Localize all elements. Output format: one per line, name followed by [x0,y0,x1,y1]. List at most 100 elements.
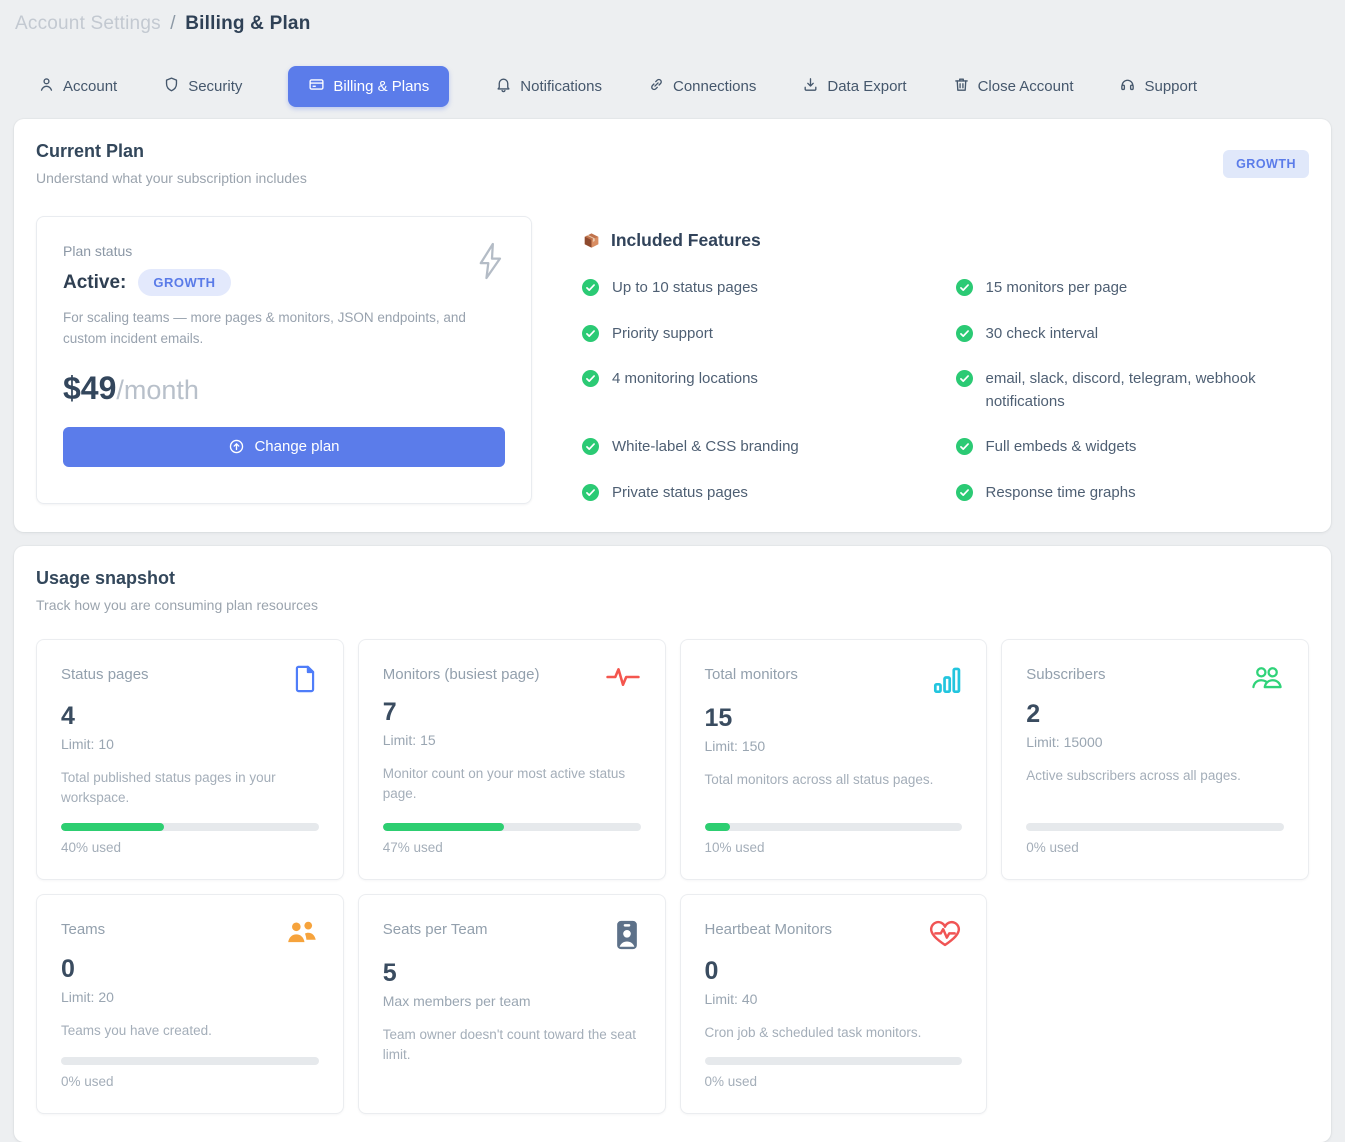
arrow-up-circle-icon [228,438,245,455]
card-limit: Max members per team [382,992,531,1009]
card-limit: Limit: 20 [61,988,114,1005]
card-value: 0 [61,954,75,983]
feature-item: Private status pages [582,482,936,505]
progress-bar [704,822,963,831]
check-circle-icon [955,370,973,387]
check-circle-icon [955,279,973,296]
feature-item: White-label & CSS branding [582,436,936,459]
check-circle-icon [582,279,599,296]
plan-price: $49 /month [63,370,505,407]
bar-chart-icon [932,664,962,701]
card-value: 4 [61,702,75,730]
tab-support[interactable]: Support [1119,76,1197,97]
usage-card-seats-per-team: Seats per Team 5 Max members per team Te… [357,893,666,1114]
card-limit: Limit: 150 [704,738,766,754]
usage-card-heartbeat-monitors: Heartbeat Monitors 0 Limit: 40 Cron job … [679,893,988,1114]
card-limit: Limit: 15000 [1026,734,1103,750]
usage-card-subscribers: Subscribers 2 Limit: 15000 Active subscr… [1001,639,1309,880]
tab-data-export[interactable]: Data Export [802,76,907,97]
card-title: Seats per Team [382,920,488,938]
current-plan-section: Current Plan Understand what your subscr… [14,119,1331,532]
plan-status-card: Plan status Active: GROWTH For scaling t… [36,216,532,504]
plan-state-badge: GROWTH [138,269,231,296]
check-circle-icon [955,324,973,342]
card-title: Monitors (busiest page) [382,666,540,683]
breadcrumb: Account Settings / Billing & Plan [0,0,1345,35]
percent-used-label: 0% used [1026,839,1079,855]
tab-security[interactable]: Security [163,76,242,97]
feature-item: Up to 10 status pages [582,277,936,300]
current-plan-title: Current Plan [36,141,145,161]
card-title: Teams [61,920,106,938]
included-features: Included Features Up to 10 status pages … [582,216,1309,504]
shield-icon [163,76,180,97]
check-circle-icon [582,370,599,387]
tab-notifications[interactable]: Notifications [495,76,602,97]
feature-item: 30 check interval [955,323,1310,346]
progress-bar [1026,822,1284,831]
user-icon [38,76,55,97]
feature-item: 4 monitoring locations [582,368,936,413]
tab-label: Security [188,77,243,95]
feature-item: 15 monitors per page [955,277,1310,300]
usage-grid: Status pages 4 Limit: 10 Total published… [36,639,1309,1114]
card-title: Subscribers [1026,666,1106,683]
percent-used-label: 47% used [382,839,443,855]
tab-billing-plans[interactable]: Billing & Plans [288,65,450,107]
card-value: 5 [382,958,397,987]
change-plan-label: Change plan [254,438,340,456]
trash-icon [953,76,970,97]
activity-icon [605,664,641,695]
tab-close-account[interactable]: Close Account [953,76,1074,97]
check-circle-icon [955,438,973,455]
card-value: 0 [704,956,719,985]
document-icon [291,664,319,699]
usage-title: Usage snapshot [36,568,176,588]
heart-pulse-icon [928,919,962,954]
usage-subtitle: Track how you are consuming plan resourc… [36,597,318,613]
id-badge-icon [613,919,641,956]
link-icon [648,76,665,97]
check-circle-icon [582,438,599,455]
usage-card-total-monitors: Total monitors 15 Limit: 150 Total monit… [679,639,988,880]
plan-price-period: /month [116,374,199,405]
change-plan-button[interactable]: Change plan [63,426,505,467]
plan-price-amount: $49 [63,369,117,406]
features-title-label: Included Features [611,230,761,250]
tab-label: Data Export [827,77,907,95]
settings-tab-bar: Account Security Billing & Plans Notific… [0,65,1345,107]
card-value: 7 [382,698,397,726]
percent-used-label: 0% used [704,1073,758,1089]
card-description: Active subscribers across all pages. [1026,768,1241,783]
card-description: Total monitors across all status pages. [704,772,934,787]
tab-connections[interactable]: Connections [648,76,756,97]
usage-card-status-pages: Status pages 4 Limit: 10 Total published… [36,639,344,880]
check-circle-icon [955,483,973,501]
breadcrumb-section[interactable]: Account Settings [15,13,161,34]
card-description: Team owner doesn't count toward the seat… [382,1026,636,1062]
plan-status-label: Plan status [63,243,133,259]
plan-tier-badge: GROWTH [1223,149,1309,178]
card-title: Total monitors [704,666,798,683]
tab-label: Close Account [977,77,1074,95]
plan-state-text: Active: [63,271,127,293]
tab-label: Support [1144,77,1198,95]
feature-item: email, slack, discord, telegram, webhook… [955,368,1310,413]
card-value: 15 [704,704,733,732]
download-icon [802,76,819,97]
team-icon [285,919,319,952]
card-description: Teams you have created. [61,1022,212,1038]
tab-label: Account [63,77,118,95]
bell-icon [495,76,512,97]
tab-account[interactable]: Account [38,76,117,97]
users-icon [1250,664,1284,697]
percent-used-label: 0% used [61,1073,114,1089]
progress-bar [61,1056,319,1065]
usage-card-monitors-busiest: Monitors (busiest page) 7 Limit: 15 Moni… [357,639,666,880]
check-circle-icon [582,324,599,342]
feature-item: Full embeds & widgets [955,436,1310,459]
breadcrumb-separator: / [170,13,176,34]
card-description: Cron job & scheduled task monitors. [704,1024,922,1040]
progress-bar [382,822,641,831]
